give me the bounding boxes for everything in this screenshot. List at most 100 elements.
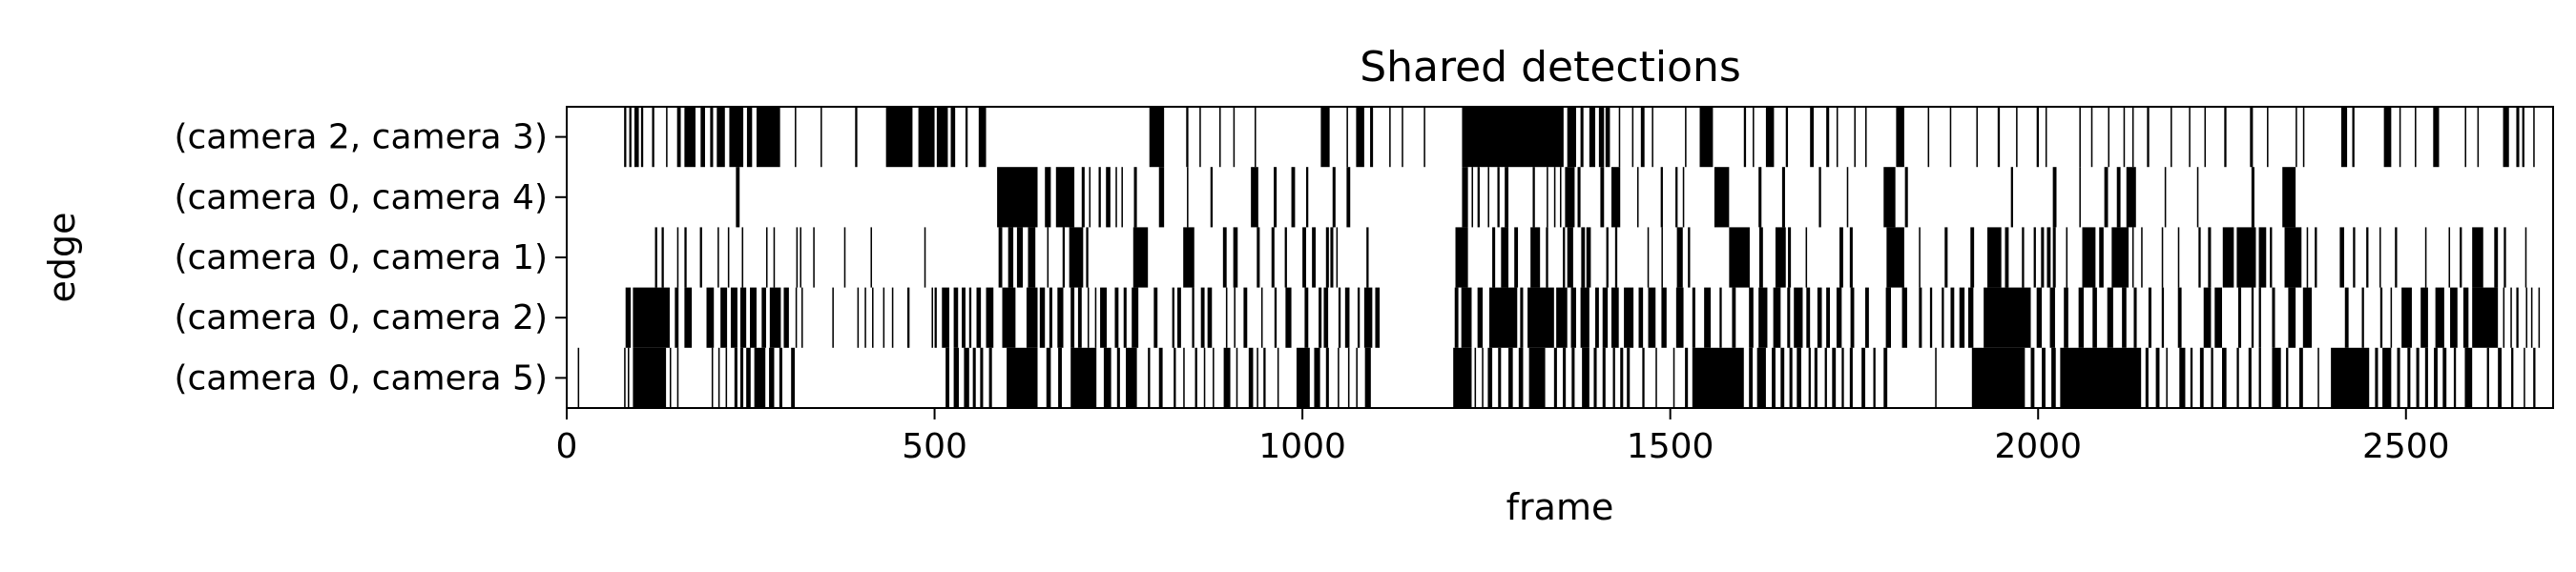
event-mark-series-0-86 <box>2477 107 2480 168</box>
event-mark-series-3-73 <box>1610 287 1619 348</box>
event-mark-series-4-96 <box>2190 347 2193 408</box>
event-mark-series-3-23 <box>942 287 949 348</box>
event-mark-series-0-1 <box>629 107 632 168</box>
event-mark-series-0-43 <box>1631 107 1634 168</box>
event-mark-series-3-91 <box>1836 287 1842 348</box>
event-mark-series-4-41 <box>1277 347 1279 408</box>
event-mark-series-3-5 <box>720 287 728 348</box>
event-mark-series-0-11 <box>729 107 744 168</box>
event-mark-series-0-88 <box>2516 107 2520 168</box>
event-mark-series-2-75 <box>2131 227 2134 288</box>
event-mark-series-1-19 <box>1346 167 1351 228</box>
event-mark-series-3-70 <box>1580 287 1589 348</box>
event-mark-series-2-57 <box>1805 227 1808 288</box>
event-mark-series-1-21 <box>1471 167 1474 228</box>
event-mark-series-1-53 <box>2251 167 2254 228</box>
event-mark-series-3-106 <box>2078 287 2085 348</box>
event-mark-series-0-84 <box>2433 107 2440 168</box>
event-mark-series-0-15 <box>821 107 822 168</box>
event-mark-series-2-39 <box>1501 227 1509 288</box>
event-mark-series-3-11 <box>783 287 789 348</box>
event-mark-series-4-40 <box>1263 347 1266 408</box>
event-mark-series-3-56 <box>1323 287 1329 348</box>
event-mark-series-3-26 <box>968 287 972 348</box>
event-mark-series-4-97 <box>2199 347 2204 408</box>
event-mark-series-3-136 <box>2530 287 2533 348</box>
event-mark-series-2-95 <box>2460 227 2462 288</box>
event-mark-series-3-67 <box>1527 287 1554 348</box>
event-mark-series-4-82 <box>1849 347 1853 408</box>
event-mark-series-3-96 <box>1919 287 1922 348</box>
event-mark-series-3-25 <box>962 287 966 348</box>
event-mark-series-4-13 <box>769 347 775 408</box>
event-mark-series-2-84 <box>2270 227 2273 288</box>
event-mark-series-4-99 <box>2222 347 2227 408</box>
event-mark-series-1-52 <box>2196 167 2199 228</box>
event-mark-series-1-34 <box>1636 167 1639 228</box>
event-mark-series-0-32 <box>1370 107 1374 168</box>
event-mark-series-3-1 <box>633 287 670 348</box>
event-mark-series-2-91 <box>2379 227 2381 288</box>
event-mark-series-3-34 <box>1070 287 1075 348</box>
event-mark-series-2-11 <box>800 227 801 288</box>
event-mark-series-0-7 <box>684 107 696 168</box>
event-mark-series-4-10 <box>739 347 744 408</box>
event-mark-series-4-70 <box>1692 347 1744 408</box>
event-mark-series-2-52 <box>1688 227 1691 288</box>
event-mark-series-0-28 <box>1254 107 1257 168</box>
event-mark-series-1-1 <box>997 167 1038 228</box>
event-mark-series-2-98 <box>2503 227 2506 288</box>
event-mark-series-2-29 <box>1271 227 1275 288</box>
event-mark-series-4-60 <box>1582 347 1589 408</box>
event-mark-series-1-40 <box>1781 167 1785 228</box>
event-mark-series-2-24 <box>1132 227 1149 288</box>
event-mark-series-2-0 <box>654 227 657 288</box>
event-mark-series-0-57 <box>1896 107 1904 168</box>
event-mark-series-3-110 <box>2133 287 2137 348</box>
event-mark-series-3-21 <box>931 287 934 348</box>
event-mark-series-0-77 <box>2296 107 2297 168</box>
event-marks <box>577 107 2541 408</box>
event-mark-series-2-35 <box>1336 227 1339 288</box>
event-mark-series-4-25 <box>1070 347 1097 408</box>
event-mark-series-3-129 <box>2450 287 2458 348</box>
event-mark-series-1-13 <box>1210 167 1214 228</box>
event-mark-series-0-30 <box>1346 107 1348 168</box>
event-mark-series-4-66 <box>1642 347 1645 408</box>
event-mark-series-4-49 <box>1453 347 1472 408</box>
event-mark-series-4-2 <box>628 347 630 408</box>
event-mark-series-2-31 <box>1302 227 1306 288</box>
event-mark-series-0-83 <box>2415 107 2417 168</box>
event-mark-series-3-135 <box>2525 287 2528 348</box>
event-mark-series-0-8 <box>700 107 705 168</box>
event-mark-series-1-30 <box>1565 167 1575 228</box>
event-mark-series-1-41 <box>1818 167 1821 228</box>
event-mark-series-2-18 <box>1016 227 1024 288</box>
event-mark-series-4-74 <box>1780 347 1785 408</box>
event-mark-series-4-78 <box>1814 347 1818 408</box>
event-mark-series-0-42 <box>1618 107 1621 168</box>
event-mark-series-2-38 <box>1492 227 1496 288</box>
event-mark-series-4-72 <box>1756 347 1766 408</box>
event-mark-series-1-16 <box>1291 167 1296 228</box>
event-mark-series-3-12 <box>795 287 798 348</box>
event-mark-series-0-6 <box>676 107 681 168</box>
event-mark-series-0-26 <box>1218 107 1221 168</box>
event-mark-series-3-39 <box>1114 287 1119 348</box>
event-mark-series-0-64 <box>2045 107 2047 168</box>
event-mark-series-3-20 <box>907 287 910 348</box>
event-mark-series-4-89 <box>2042 347 2046 408</box>
event-mark-series-2-13 <box>843 227 846 288</box>
event-mark-series-2-79 <box>2198 227 2201 288</box>
event-mark-series-3-44 <box>1177 287 1181 348</box>
event-mark-series-3-33 <box>1057 287 1064 348</box>
event-mark-series-3-104 <box>2049 287 2055 348</box>
event-mark-series-3-81 <box>1719 287 1722 348</box>
event-mark-series-4-45 <box>1338 347 1340 408</box>
event-mark-series-4-83 <box>1861 347 1866 408</box>
event-mark-series-0-38 <box>1580 107 1584 168</box>
event-mark-series-3-130 <box>2462 287 2469 348</box>
event-mark-series-3-98 <box>1942 287 1944 348</box>
event-mark-series-4-94 <box>2166 347 2168 408</box>
